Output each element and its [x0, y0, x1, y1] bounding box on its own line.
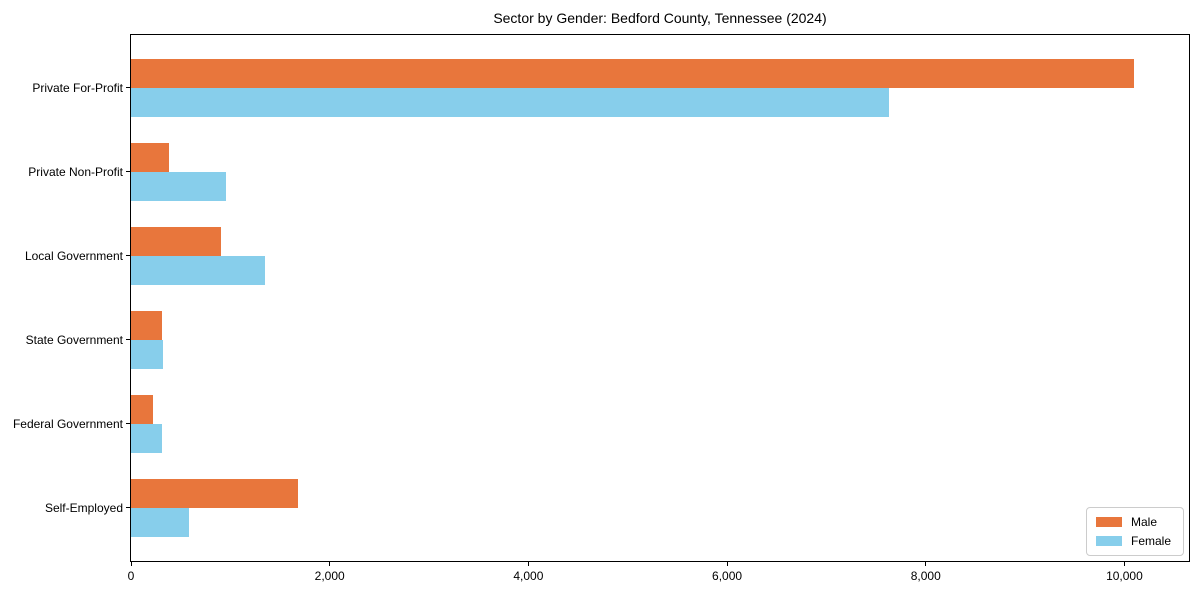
x-tick: [130, 562, 132, 566]
x-tick: [726, 562, 728, 566]
x-tick-label: 10,000: [1106, 569, 1143, 583]
x-tick: [527, 562, 529, 566]
chart-title: Sector by Gender: Bedford County, Tennes…: [493, 10, 827, 26]
bar-female-3: [131, 339, 163, 369]
category-label: Private Non-Profit: [28, 164, 123, 179]
bar-male-4: [131, 394, 153, 424]
bar-female-5: [131, 507, 189, 537]
bar-male-2: [131, 226, 222, 256]
legend: Male Female: [1085, 507, 1184, 556]
x-tick: [329, 562, 331, 566]
legend-item-male: Male: [1095, 515, 1171, 529]
category-label: Self-Employed: [44, 500, 123, 515]
y-tick: [126, 423, 130, 424]
y-tick: [126, 255, 130, 256]
legend-item-female: Female: [1095, 534, 1171, 548]
y-tick: [126, 339, 130, 340]
bar-female-4: [131, 423, 162, 453]
bar-male-3: [131, 310, 162, 340]
x-tick-label: 4,000: [513, 569, 544, 583]
bar-male-5: [131, 478, 298, 508]
bar-female-2: [131, 255, 266, 285]
category-label: Private For-Profit: [32, 80, 123, 95]
x-tick: [1123, 562, 1125, 566]
x-tick-label: 6,000: [712, 569, 743, 583]
legend-label-female: Female: [1130, 534, 1171, 548]
plot-area: Private For-Profit Private Non-Profit Loca…: [13, 34, 1190, 583]
y-tick: [126, 171, 130, 172]
y-tick: [126, 507, 130, 508]
bar-female-0: [131, 87, 889, 117]
bar-male-0: [131, 58, 1135, 88]
x-tick-label: 2,000: [314, 569, 345, 583]
legend-label-male: Male: [1130, 515, 1157, 529]
x-tick-label: 0: [127, 569, 135, 583]
category-label: Local Government: [24, 248, 123, 263]
category-label: Federal Government: [12, 416, 123, 431]
bar-female-1: [131, 171, 227, 201]
category-label: State Government: [25, 332, 123, 347]
legend-swatch-male: [1095, 517, 1122, 527]
legend-swatch-female: [1095, 536, 1122, 546]
x-tick: [925, 562, 927, 566]
bar-male-1: [131, 142, 169, 172]
x-tick-label: 8,000: [910, 569, 941, 583]
y-tick: [126, 87, 130, 88]
